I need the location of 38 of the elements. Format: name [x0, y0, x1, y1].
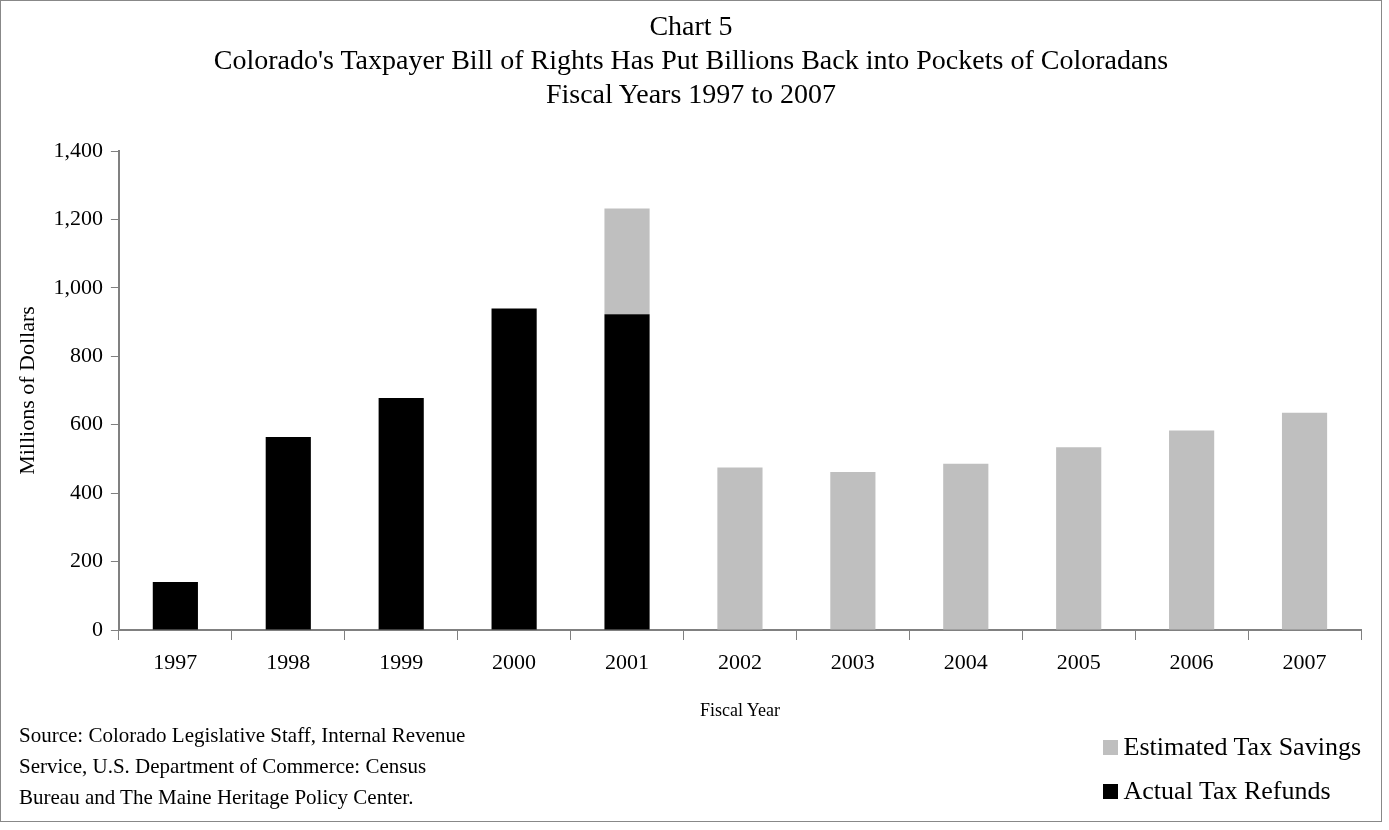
y-tick-label: 1,400	[53, 136, 103, 162]
x-tick-label: 2007	[1282, 648, 1327, 674]
bar	[830, 471, 876, 630]
x-tick-label: 2006	[1169, 648, 1214, 674]
x-tick-label: 1997	[153, 648, 198, 674]
bar	[491, 308, 537, 630]
bar	[1169, 430, 1215, 630]
x-tick-label: 2003	[830, 648, 875, 674]
legend-label: Estimated Tax Savings	[1123, 732, 1361, 762]
y-axis-title: Millions of Dollars	[13, 306, 39, 475]
y-tick-label: 0	[91, 615, 103, 641]
bar	[1056, 447, 1102, 630]
bar	[943, 463, 989, 630]
x-tick-label: 2004	[943, 648, 988, 674]
source-note: Source: Colorado Legislative Staff, Internal Revenue Service, U.S. Department of Commerce: Census Bureau and The Maine Heritage Policy Center.	[19, 722, 467, 811]
x-tick-label: 1999	[379, 648, 424, 674]
x-tick-label: 1998	[266, 648, 311, 674]
y-tick-label: 600	[69, 410, 103, 436]
y-tick-label: 1,000	[53, 273, 103, 299]
y-tick-label: 200	[69, 547, 103, 573]
chart-subtitle: Colorado's Taxpayer Bill of Rights Has Put Billions Back into Pockets of Coloradans Fiscal Years 1997 to 2007	[212, 43, 1170, 111]
y-tick-label: 1,200	[53, 205, 103, 231]
bar	[378, 398, 424, 630]
bar	[265, 437, 311, 630]
bar	[152, 582, 198, 630]
x-tick-label: 2002	[717, 648, 762, 674]
x-tick-label: 2000	[492, 648, 537, 674]
chart-title: Chart 5	[648, 9, 734, 43]
bar	[604, 314, 650, 630]
x-tick-label: 2001	[605, 648, 650, 674]
bar	[717, 467, 763, 630]
y-tick-label: 800	[69, 342, 103, 368]
x-tick-label: 2005	[1056, 648, 1101, 674]
y-tick-label: 400	[69, 478, 103, 504]
legend-label: Actual Tax Refunds	[1123, 776, 1331, 806]
bar	[1281, 412, 1328, 630]
bar	[604, 208, 650, 315]
x-axis-title: Fiscal Year	[699, 699, 780, 720]
